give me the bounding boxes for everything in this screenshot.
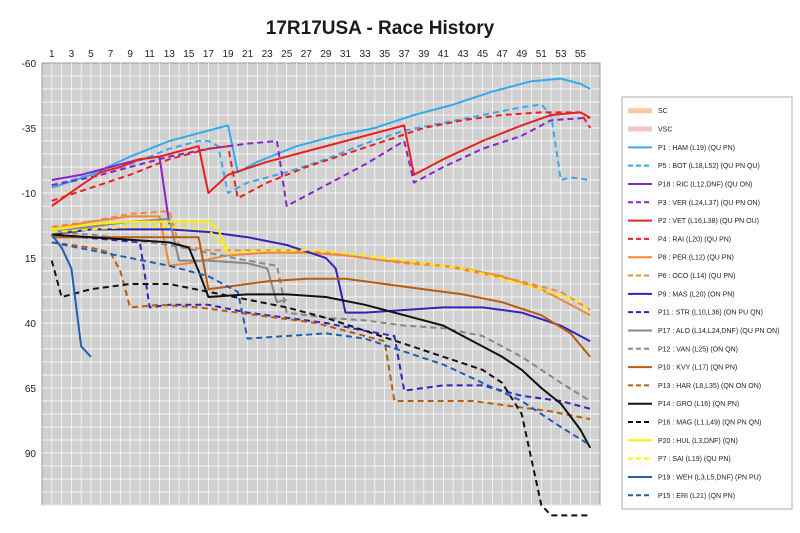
y-tick-labels: -60 -35 -10 15 40 65 90 (22, 59, 37, 460)
chart-title: 17R17USA - Race History (265, 18, 495, 39)
y-tick-label: -10 (22, 189, 37, 200)
x-tick-label: 35 (379, 49, 391, 60)
legend-entry: P17 : ALO (L14,L24,DNF) (QU PN ON) (658, 328, 779, 335)
legend-entry: SC (658, 108, 668, 115)
series-line-13 (51, 231, 591, 402)
series-line-10 (51, 228, 591, 343)
legend-entry: VSC (658, 127, 672, 134)
legend-entry: P9 : MAS (L20) (ON PN) (658, 291, 735, 298)
legend-entry: P2 : VET (L16,L38) (QU PN OU) (658, 218, 759, 225)
legend-entry: P8 : PER (L12) (QU PN) (658, 255, 734, 262)
x-tick-label: 37 (399, 49, 411, 60)
x-tick-label: 9 (127, 49, 133, 60)
legend-box (621, 96, 793, 510)
series-line-5 (51, 116, 591, 207)
x-tick-label: 21 (242, 49, 254, 60)
series-line-16 (51, 233, 592, 449)
series-line-3 (51, 103, 591, 194)
legend-entry: P6 : OCO (L14) (QU PN) (658, 273, 735, 280)
x-tick-label: 29 (320, 49, 332, 60)
y-tick-label: 15 (25, 254, 37, 265)
x-tick-label: 27 (301, 49, 313, 60)
x-tick-label: 11 (144, 49, 155, 60)
y-tick-label: -60 (22, 59, 37, 70)
x-tick-label: 51 (536, 49, 548, 60)
x-tick-label: 55 (575, 49, 587, 60)
y-tick-label: 65 (25, 384, 37, 395)
legend-entry: P14 : GRO (L16) (QN PN) (658, 401, 739, 408)
x-tick-label: 47 (497, 49, 509, 60)
legend: SC VSC P1 : HAM (L19) (QU PN) P5 : BOT (L18… (621, 96, 793, 510)
legend-entry: P1 : HAM (L19) (QU PN) (658, 145, 735, 152)
grid-lines (42, 63, 600, 506)
x-tick-labels: 1 3 5 7 9 11 13 15 17 19 21 23 25 27 29 31 33 35 37 39 41 43 4… (49, 49, 586, 60)
series-line-2 (51, 77, 591, 189)
legend-entry: P15 : ERI (L21) (QN PN) (658, 493, 735, 500)
series-line-11 (51, 233, 591, 410)
series-line-4 (51, 155, 171, 225)
x-tick-label: 13 (164, 49, 176, 60)
x-tick-label: 39 (418, 49, 430, 60)
x-tick-label: 25 (281, 49, 293, 60)
legend-entry: P19 : WEH (L3,L5,DNF) (PN PU) (658, 474, 761, 481)
y-tick-label: -35 (22, 124, 37, 135)
legend-entry: P16 : MAG (L1,L49) (QN PN QN) (658, 420, 761, 427)
x-tick-label: 53 (555, 49, 567, 60)
series-line-6 (51, 111, 591, 207)
series-lines (50, 77, 592, 517)
legend-entry: P5 : BOT (L18,L52) (QU PN QU) (658, 163, 760, 170)
series-line-15 (51, 241, 591, 421)
series-line-7 (51, 111, 592, 202)
series-line-17 (50, 260, 591, 517)
x-tick-label: 43 (457, 49, 469, 60)
x-tick-label: 45 (477, 49, 489, 60)
series-line-21 (51, 241, 591, 447)
legend-entry: P10 : KVY (L17) (QN PN) (658, 365, 737, 372)
x-tick-label: 5 (88, 49, 94, 60)
x-tick-label: 49 (516, 49, 528, 60)
legend-entry: P3 : VER (L24,L37) (QU PN ON) (658, 200, 760, 207)
series-line-18 (51, 220, 229, 254)
y-tick-label: 40 (25, 319, 37, 330)
legend-entry: P4 : RAI (L20) (QU PN) (658, 236, 731, 243)
x-tick-label: 15 (183, 49, 195, 60)
series-line-19 (51, 225, 591, 314)
legend-entry: P7 : SAI (L19) (QU PN) (658, 456, 731, 463)
x-tick-label: 33 (359, 49, 371, 60)
legend-entry: P20 : HUL (L3,DNF) (QN) (658, 438, 738, 445)
x-tick-label: 19 (222, 49, 234, 60)
x-tick-label: 3 (69, 49, 75, 60)
legend-entry: P18 : RIC (L12,DNF) (QU ON) (658, 181, 753, 188)
legend-entry: P13 : HAR (L8,L35) (QN ON ON) (658, 383, 761, 390)
legend-entry: P12 : VAN (L25) (ON QN) (658, 346, 738, 353)
series-line-14 (51, 236, 591, 358)
x-tick-label: 7 (108, 49, 114, 60)
x-tick-label: 23 (262, 49, 274, 60)
x-tick-label: 1 (49, 49, 55, 60)
x-tick-label: 17 (203, 49, 215, 60)
y-tick-label: 90 (25, 449, 37, 460)
x-tick-label: 41 (438, 49, 450, 60)
series-line-20 (51, 233, 92, 358)
x-tick-label: 31 (340, 49, 352, 60)
legend-entry: P11 : STR (L10,L36) (ON PU QN) (658, 310, 763, 317)
